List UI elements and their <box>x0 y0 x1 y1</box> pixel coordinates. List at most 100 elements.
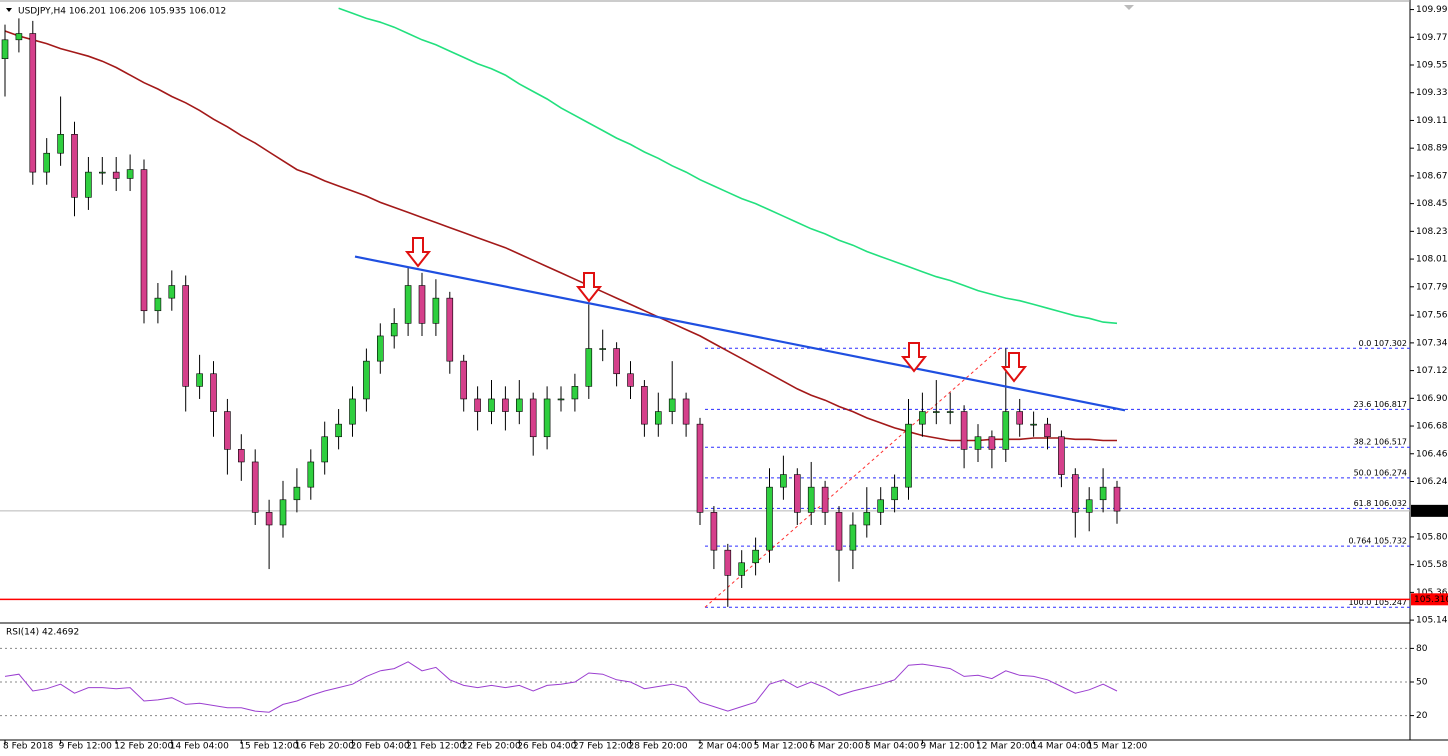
candle-body <box>515 398 523 412</box>
x-tick-label: 22 Feb 20:00 <box>462 742 521 752</box>
candle-body <box>140 169 148 312</box>
y-tick-label: 108.010 <box>1416 255 1448 265</box>
y-tick-label: 105.365 <box>1416 588 1448 598</box>
candle-body <box>15 33 23 41</box>
candle-body <box>224 411 231 450</box>
fib-label: 50.0 106.274 <box>1354 468 1407 477</box>
x-tick-label: 16 Feb 20:00 <box>295 742 354 752</box>
candle-body <box>349 398 356 425</box>
support-price-box <box>1411 593 1448 606</box>
candle-body <box>960 411 968 450</box>
trendline <box>354 255 1126 412</box>
candle-body <box>460 360 468 400</box>
candle-body <box>1072 474 1079 513</box>
candle-body <box>1099 486 1107 501</box>
candle-body <box>446 297 454 362</box>
candle-body <box>627 373 634 387</box>
candle-body <box>1044 423 1051 438</box>
candle-body <box>752 549 759 564</box>
x-tick-label: 8 Feb 2018 <box>3 742 54 752</box>
x-tick-label: 9 Mar 12:00 <box>920 742 975 752</box>
candle-body <box>418 285 426 324</box>
y-tick-label: 107.565 <box>1416 311 1448 321</box>
candle-body <box>307 461 315 488</box>
candle-body <box>390 323 398 337</box>
candle-body <box>710 512 718 551</box>
candle-body <box>57 134 64 154</box>
y-tick-label: 106.685 <box>1416 422 1448 432</box>
candle-body <box>279 499 287 526</box>
candle-body <box>654 411 662 425</box>
fib-label: 0.0 107.302 <box>1359 339 1407 348</box>
y-tick-label: 107.345 <box>1416 338 1448 348</box>
candle-body <box>807 486 815 513</box>
candle-body <box>585 348 593 387</box>
x-tick-label: 15 Mar 12:00 <box>1087 742 1147 752</box>
candle-body <box>126 169 134 179</box>
arrow-annotation <box>575 272 603 303</box>
candle-body <box>641 386 648 425</box>
fib-label: 0.764 105.732 <box>1348 537 1407 546</box>
x-tick-label: 8 Mar 04:00 <box>865 742 920 752</box>
candle-body <box>85 171 92 198</box>
y-tick-label: 106.465 <box>1416 449 1448 459</box>
symbol-menu-icon[interactable] <box>6 8 12 12</box>
candle-body <box>154 297 162 312</box>
x-tick-label: 28 Feb 20:00 <box>629 742 688 752</box>
y-tick-label: 109.990 <box>1416 5 1448 15</box>
x-tick-label: 5 Mar 12:00 <box>754 742 809 752</box>
y-tick-label: 106.905 <box>1416 394 1448 404</box>
candle-body <box>1 39 9 60</box>
candle-body <box>1016 411 1024 425</box>
fib-label: 100.0 105.247 <box>1348 598 1407 607</box>
y-tick-label: 108.890 <box>1416 144 1448 154</box>
last-price-label: 106.012 <box>1414 506 1448 516</box>
candle-body <box>29 33 37 173</box>
y-tick-label: 109.770 <box>1416 33 1448 43</box>
moving-average <box>4 30 1117 442</box>
x-tick-label: 27 Feb 12:00 <box>573 742 632 752</box>
y-tick-label: 106.245 <box>1416 477 1448 487</box>
fib-label: 61.8 106.032 <box>1354 499 1407 508</box>
last-price-box <box>1411 504 1448 517</box>
x-tick-label: 14 Feb 04:00 <box>170 742 229 752</box>
candle-body <box>43 152 51 173</box>
candle-body <box>946 411 954 413</box>
candle-body <box>335 423 342 438</box>
y-tick-label: 107.790 <box>1416 282 1448 292</box>
candle-body <box>404 285 412 324</box>
candle-body <box>682 398 690 425</box>
candle-body <box>835 512 843 551</box>
candle-body <box>932 411 940 413</box>
candle-body <box>571 386 579 400</box>
candle-body <box>724 549 732 576</box>
candle-body <box>99 171 106 174</box>
x-tick-label: 9 Feb 12:00 <box>59 742 113 752</box>
candle-body <box>668 398 676 412</box>
candle-body <box>988 436 996 450</box>
x-tick-label: 12 Feb 20:00 <box>114 742 173 752</box>
candle-body <box>196 373 203 387</box>
candle-body <box>863 512 871 526</box>
y-tick-label: 105.585 <box>1416 560 1448 570</box>
candle-body <box>766 486 773 551</box>
chart-shift-marker <box>1124 5 1134 10</box>
fib-label: 38.2 106.517 <box>1354 438 1407 447</box>
y-tick-label: 107.125 <box>1416 366 1448 376</box>
y-tick-label: 80 <box>1416 644 1428 654</box>
y-tick-label: 108.450 <box>1416 199 1448 209</box>
x-tick-label: 20 Feb 04:00 <box>351 742 410 752</box>
rsi-title: RSI(14) 42.4692 <box>6 628 79 638</box>
y-tick-label: 105.805 <box>1416 532 1448 542</box>
candle-body <box>168 285 176 299</box>
arrow-annotation <box>900 342 928 373</box>
candle-body <box>1085 499 1093 513</box>
arrow-annotation <box>404 237 432 268</box>
candle-body <box>432 297 440 324</box>
candle-body <box>696 423 704 513</box>
y-tick-label: 50 <box>1416 678 1428 688</box>
y-tick-label: 108.670 <box>1416 171 1448 181</box>
fib-label: 23.6 106.817 <box>1354 400 1407 409</box>
candle-body <box>738 562 746 576</box>
